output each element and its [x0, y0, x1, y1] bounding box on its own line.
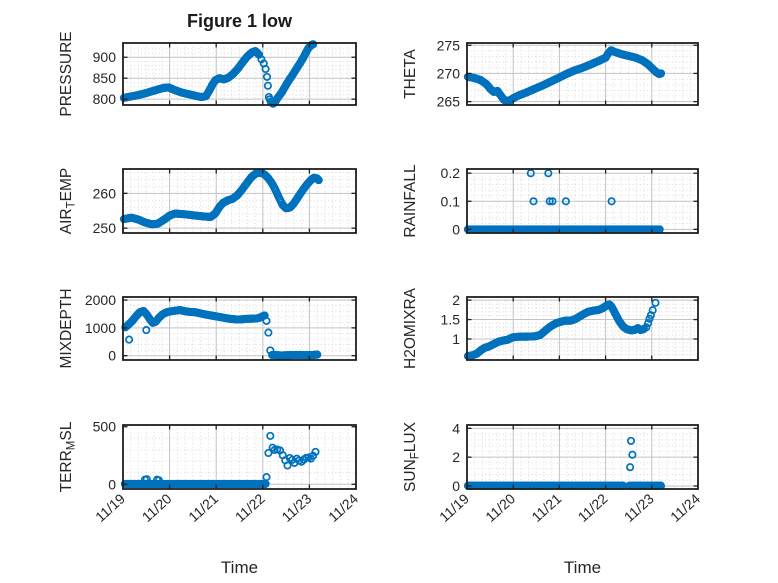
axis-frame [122, 424, 357, 490]
y-tick-label: 2000 [85, 292, 116, 308]
data-markers [121, 306, 322, 360]
y-tick-label: 0 [452, 221, 460, 237]
x-tick-label: 11/24 [325, 490, 361, 525]
axis-labels: 250 260 AIRTEMP [58, 168, 116, 236]
axis-labels: 0 1000 2000 MIXDEPTH [58, 288, 116, 368]
y-axis-label: RAINFALL [402, 164, 419, 238]
y-tick-label: 270 [437, 65, 461, 81]
x-tick-label: 11/20 [482, 490, 518, 525]
data-markers [119, 168, 323, 229]
axis-labels: 1 1.5 2 H2OMIXRA [402, 287, 460, 369]
data-markers [120, 431, 320, 488]
minor-grid [123, 43, 356, 105]
data-markers [463, 46, 666, 106]
axis-frame [466, 168, 699, 234]
x-tick-label: 11/19 [92, 490, 128, 525]
data-markers [463, 298, 660, 361]
y-tick-label: 0.1 [441, 193, 461, 209]
y-tick-label: 1 [452, 331, 460, 347]
axis-labels: 265 270 275 THETA [402, 37, 460, 109]
axis-frame [122, 42, 357, 106]
y-tick-label: 850 [93, 70, 117, 86]
y-axis-label: THETA [402, 49, 419, 99]
y-tick-label: 4 [452, 420, 460, 436]
y-axis-label: TERRMSL [58, 421, 78, 492]
axis-labels: 0 0.1 0.2 RAINFALL [402, 164, 460, 238]
y-tick-label: 1000 [85, 320, 116, 336]
y-tick-label: 265 [437, 94, 461, 110]
x-tick-label: 11/22 [575, 490, 611, 525]
y-tick-label: 260 [93, 185, 117, 201]
y-tick-label: 275 [437, 37, 461, 53]
data-markers [119, 40, 318, 108]
y-tick-label: 2 [452, 292, 460, 308]
subplot-air-temp: 250 260 AIRTEMP [58, 168, 357, 236]
subplot-theta: 265 270 275 THETA [402, 37, 699, 110]
y-tick-label: 250 [93, 220, 117, 236]
minor-grid [123, 297, 356, 360]
minor-grid [467, 425, 698, 489]
x-tick-label: 11/21 [528, 490, 564, 525]
y-axis-label: SUNFLUX [402, 421, 422, 492]
axis-labels: 0 2 4 SUNFLUX 11/19 11/20 11/21 11/22 11/23 11/24 [402, 420, 703, 525]
minor-grid [467, 297, 698, 360]
y-axis-label: AIRTEMP [58, 168, 78, 234]
axis-labels: 0 500 TERRMSL 11/19 11/20 11/21 11/22 11/23 11/2… [58, 419, 361, 525]
y-tick-label: 0 [452, 478, 460, 494]
subplot-mixdepth: 0 1000 2000 MIXDEPTH [58, 288, 357, 369]
y-tick-label: 2 [452, 449, 460, 465]
subplot-h2omixra: 1 1.5 2 H2OMIXRA [402, 287, 699, 369]
y-tick-label: 900 [93, 49, 117, 65]
y-axis-label: PRESSURE [58, 31, 75, 116]
x-axis-label-left: Time [220, 558, 259, 577]
axis-frame [122, 168, 357, 234]
y-tick-label: 1.5 [441, 312, 461, 328]
subplot-pressure: 800 850 900 PRESSURE [58, 31, 357, 117]
x-tick-label: 11/22 [232, 490, 268, 525]
x-tick-label: 11/23 [621, 490, 657, 525]
subplot-sun-flux: 0 2 4 SUNFLUX 11/19 11/20 11/21 11/22 11/23 11/24 [402, 420, 703, 525]
subplot-terr-msl: 0 500 TERRMSL 11/19 11/20 11/21 11/22 11/23 11/2… [58, 419, 361, 525]
x-axis-label-right: Time [563, 558, 602, 577]
y-tick-label: 0 [108, 348, 116, 364]
minor-grid [123, 425, 356, 489]
y-tick-label: 0 [108, 476, 116, 492]
x-tick-label: 11/23 [278, 490, 314, 525]
x-tick-label: 11/21 [185, 490, 221, 525]
axis-frame [122, 296, 357, 361]
figure-title: Figure 1 low [186, 11, 292, 31]
axis-frame [466, 42, 699, 106]
subplot-rainfall: 0 0.1 0.2 RAINFALL [402, 164, 699, 238]
x-tick-label: 11/20 [139, 490, 175, 525]
axis-frame [466, 296, 699, 361]
y-tick-label: 0.2 [441, 165, 461, 181]
x-tick-label: 11/24 [667, 490, 703, 525]
minor-grid [467, 169, 698, 233]
x-tick-label: 11/19 [436, 490, 472, 525]
y-axis-label: MIXDEPTH [58, 288, 75, 368]
y-tick-label: 800 [93, 91, 117, 107]
y-axis-label: H2OMIXRA [402, 287, 419, 369]
axis-labels: 800 850 900 PRESSURE [58, 31, 116, 116]
y-tick-label: 500 [93, 419, 117, 435]
axis-frame [466, 424, 699, 490]
